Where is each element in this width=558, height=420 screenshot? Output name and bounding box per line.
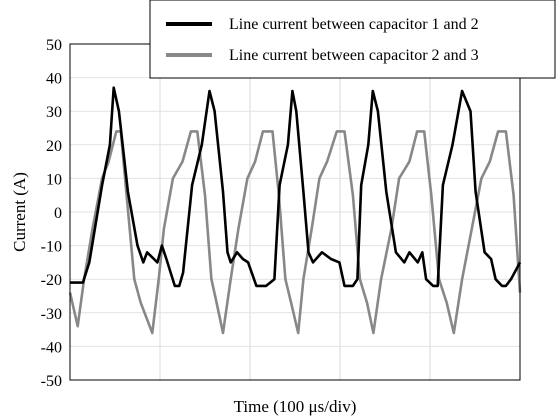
series-layer <box>68 86 522 335</box>
y-tick-label: 0 <box>54 205 62 222</box>
x-axis-title: Time (100 μs/div) <box>234 397 357 416</box>
legend-label-series-2: Line current between capacitor 2 and 3 <box>229 47 479 64</box>
y-tick-label: 10 <box>46 171 62 188</box>
y-tick-label: 20 <box>46 138 62 155</box>
y-tick-label: -30 <box>41 306 62 323</box>
y-tick-label: -50 <box>41 373 62 390</box>
y-tick-label: -40 <box>41 339 62 356</box>
y-axis-title: Current (A) <box>10 172 29 252</box>
series-line-2 <box>68 130 522 335</box>
legend-label-series-1: Line current between capacitor 1 and 2 <box>229 16 479 33</box>
y-tick-label: 40 <box>46 71 62 88</box>
y-tick-label: -10 <box>41 239 62 256</box>
y-axis-ticks: 50 40 30 20 10 0 -10 -20 -30 -40 -50 <box>41 37 62 390</box>
series-line-1 <box>70 86 522 288</box>
legend-box <box>149 0 556 79</box>
legend: Line current between capacitor 1 and 2 L… <box>149 0 556 79</box>
y-tick-label: 50 <box>46 37 62 54</box>
y-tick-label: 30 <box>46 104 62 121</box>
y-tick-label: -20 <box>41 272 62 289</box>
